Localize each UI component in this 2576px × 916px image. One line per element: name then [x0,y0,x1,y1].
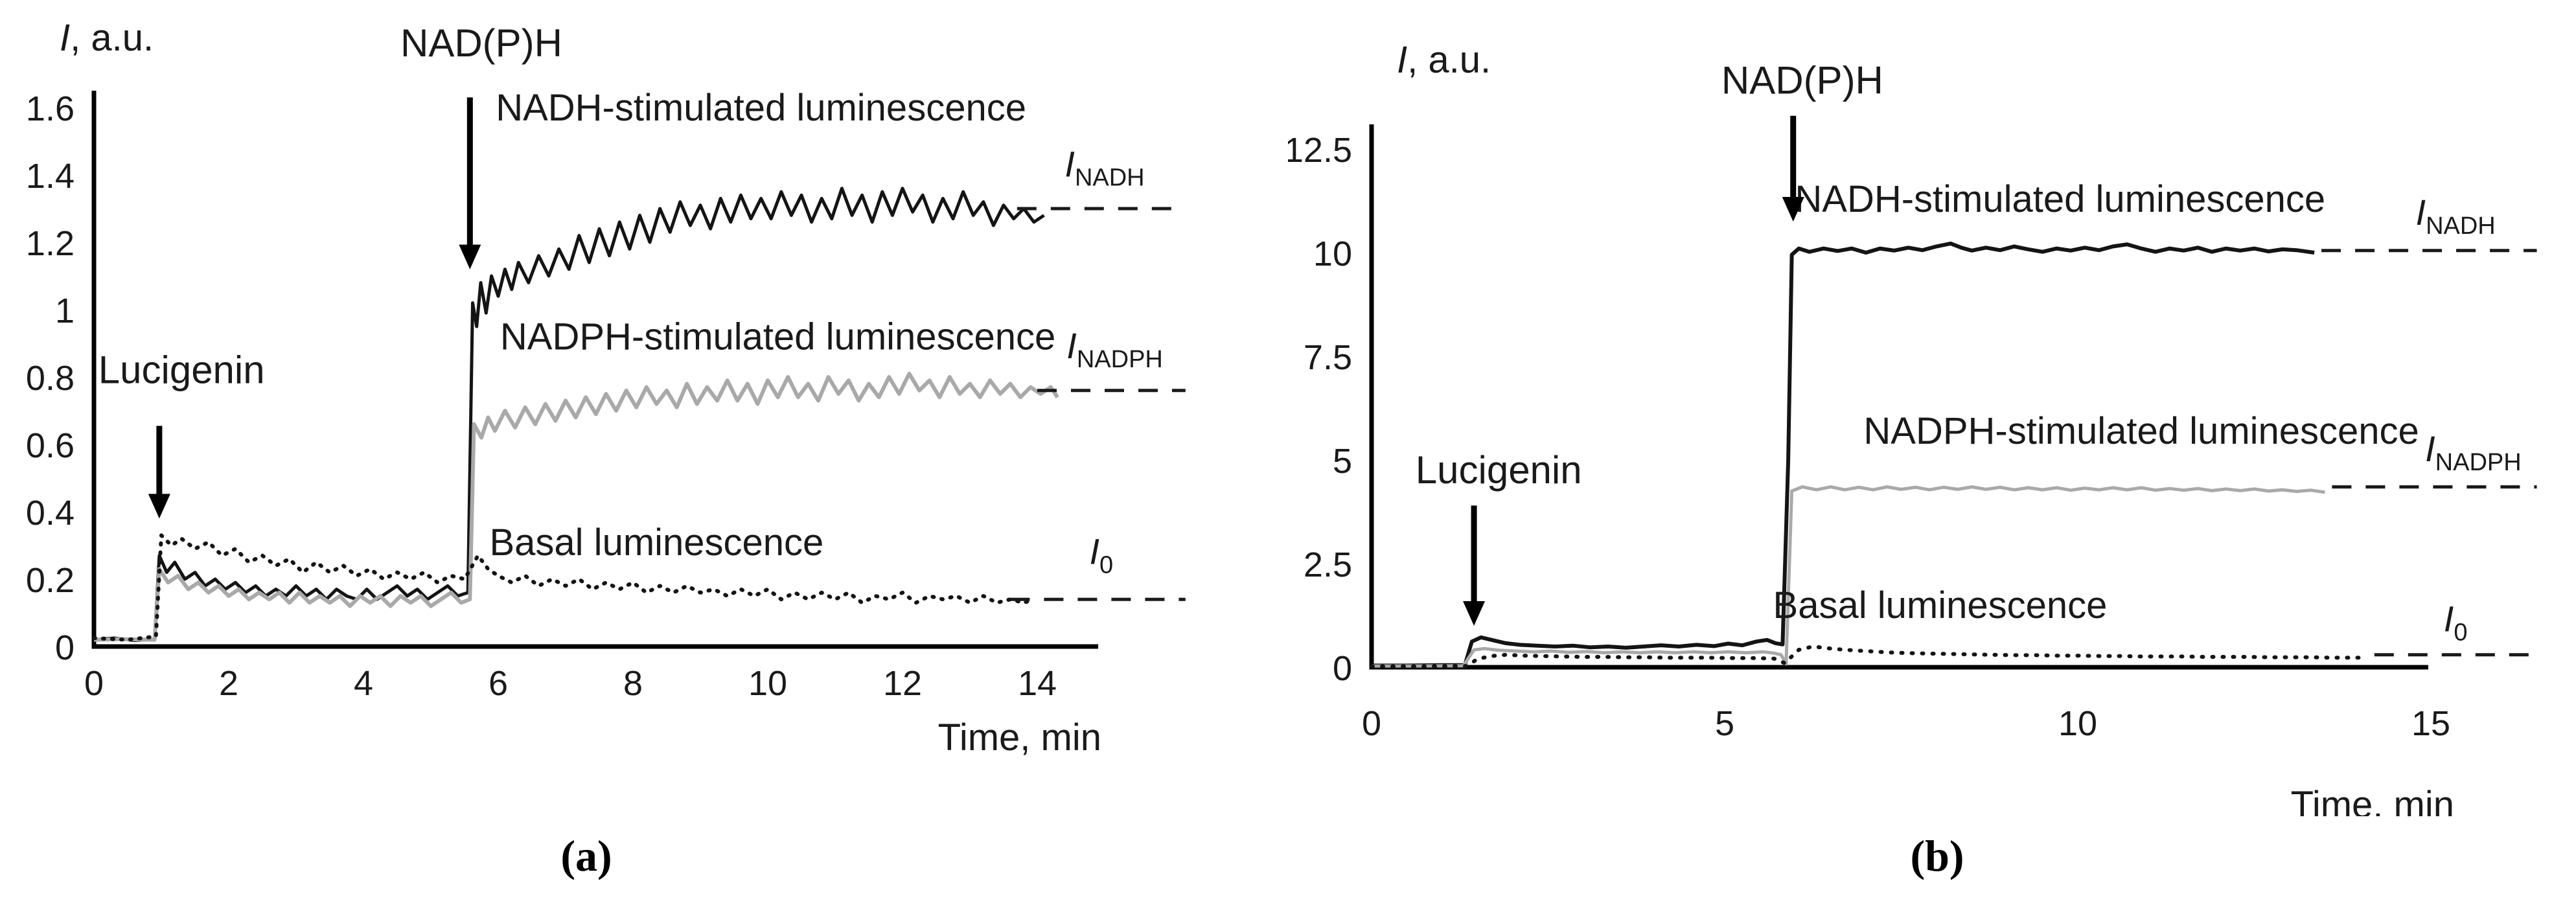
down-arrow-icon [1463,601,1486,626]
series-nadh-stimulated [93,187,1045,643]
x-tick-label: 2 [219,664,238,703]
reference-label: I0 [1089,531,1113,578]
y-tick-label: 12.5 [1288,131,1352,170]
x-tick-label: 6 [489,664,508,703]
down-arrow-icon [459,244,481,269]
series-basal [1370,645,2369,669]
y-tick-label: 2.5 [1304,545,1352,584]
series-label: Basal luminescence [1773,584,2108,626]
x-tick-label: 0 [84,664,104,703]
y-tick-label: 0.6 [26,426,75,465]
x-tick-label: 15 [2411,704,2450,743]
y-tick-label: 0.2 [26,561,75,600]
down-arrow-icon [148,494,170,519]
caption-b: (b) [1910,831,1964,880]
reference-label: INADPH [1066,325,1163,373]
series-label: NADH-stimulated luminescence [496,87,1026,129]
y-tick-label: 0.4 [26,494,75,532]
caption-a: (a) [560,831,612,880]
down-arrow-icon [1782,197,1804,222]
reference-label: I0 [2444,598,2468,646]
series-label: NADPH-stimulated luminescence [500,316,1055,358]
y-axis-title: I, a.u. [1397,39,1491,81]
annotation-label: NAD(P)H [1721,58,1883,102]
panel-b-chart: 0 2.5 5 7.5 10 12.5 0 5 10 15 Time, min I, a.u. NADH… [1284,0,2576,826]
reference-label: INADH [2416,192,2496,240]
y-tick-label: 10 [1313,235,1352,273]
series-basal [92,533,1036,642]
y-tick-label: 1.2 [26,224,75,263]
x-tick-label: 0 [1362,704,1381,743]
series-nadh-stimulated [1372,241,2315,668]
x-tick-label: 10 [2058,704,2097,743]
y-axis-title: I, a.u. [60,17,154,59]
axes [91,91,1098,649]
series-label: NADH-stimulated luminescence [1795,178,2325,220]
series-label: Basal luminescence [489,521,823,564]
annotation-label: NAD(P)H [400,21,562,65]
annotation-label: Lucigenin [98,349,265,392]
y-tick-label: 1.4 [26,157,75,196]
panel-a-chart: 0 0.2 0.4 0.6 0.8 1 1.2 1.4 1.6 0 2 4 6 8 10 12 14 Time, … [0,0,1288,816]
chart-svg-a: 0 0.2 0.4 0.6 0.8 1 1.2 1.4 1.6 0 2 4 6 8 10 12 14 Time, … [26,17,1186,759]
reference-label: INADPH [2425,428,2522,476]
series-label: NADPH-stimulated luminescence [1863,410,2419,452]
series-nadph-stimulated [93,371,1059,642]
y-tick-label: 0.8 [26,359,75,398]
y-tick-label: 5 [1333,442,1352,481]
y-tick-label: 0 [55,628,75,667]
reference-label: INADH [1064,143,1144,191]
annotation-label: Lucigenin [1416,448,1582,492]
y-tick-label: 1 [55,292,75,330]
y-tick-label: 7.5 [1304,338,1352,377]
series-nadph-stimulated [1372,485,2325,668]
x-axis-title: Time, min [938,716,1101,759]
y-tick-label: 1.6 [26,89,75,128]
x-tick-label: 10 [748,664,787,703]
x-tick-label: 8 [623,664,643,703]
x-tick-label: 4 [354,664,373,703]
x-tick-label: 5 [1715,704,1734,743]
x-axis-title: Time, min [2291,784,2454,816]
x-tick-label: 14 [1018,664,1057,703]
y-tick-label: 0 [1333,649,1352,688]
chart-svg-b: 0 2.5 5 7.5 10 12.5 0 5 10 15 Time, min I, a.u. NADH… [1284,39,2537,826]
x-tick-label: 12 [883,664,922,703]
